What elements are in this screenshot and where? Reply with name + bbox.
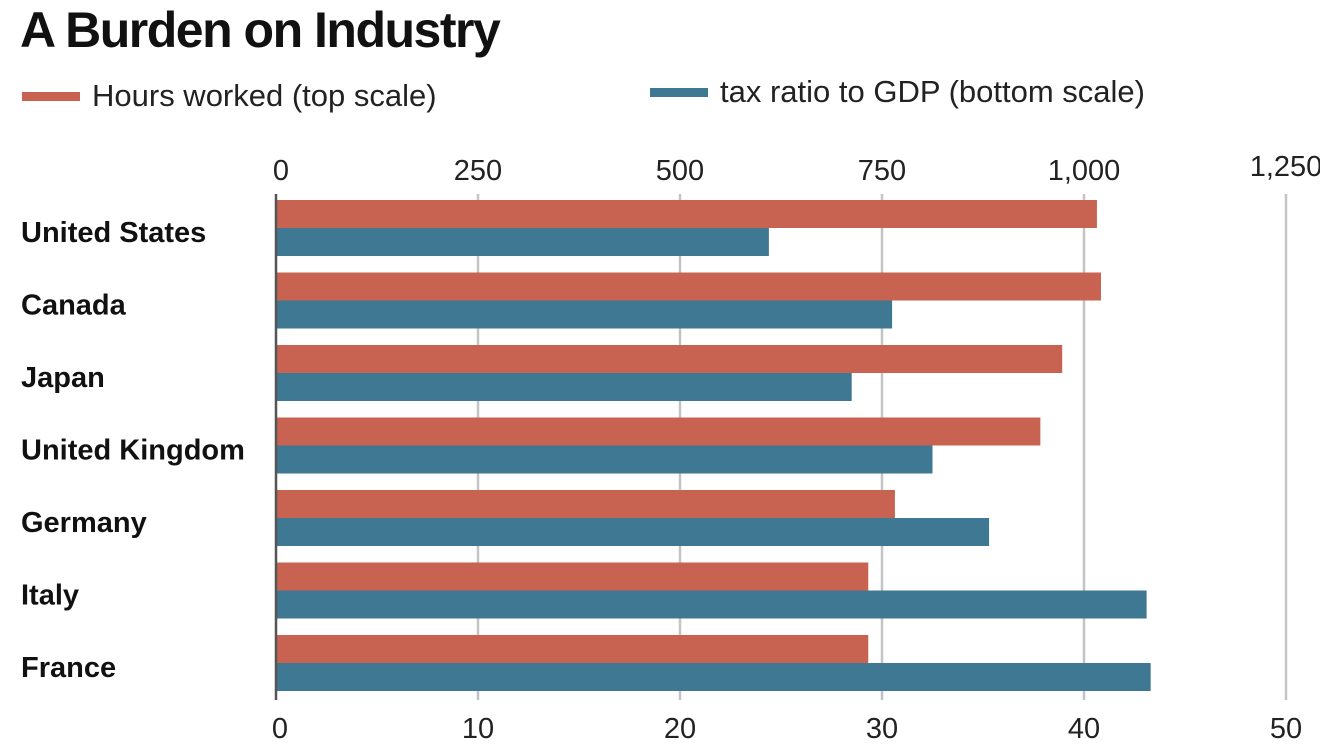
bottom-tick-label-1: 10 (462, 713, 494, 745)
bar-tax-japan (276, 373, 852, 401)
bar-tax-canada (276, 300, 893, 329)
category-label-germany: Germany (21, 507, 147, 539)
bar-hours-united-states (276, 200, 1097, 228)
category-label-canada: Canada (21, 290, 127, 322)
bar-tax-united-states (276, 228, 769, 256)
bar-tax-germany (276, 518, 990, 546)
bottom-tick-label-5: 50 (1270, 713, 1302, 745)
bottom-tick-label-2: 20 (664, 713, 696, 745)
bar-hours-united-kingdom (276, 417, 1041, 446)
top-tick-label-2: 500 (656, 155, 704, 187)
legend-label-tax: tax ratio to GDP (bottom scale) (720, 74, 1145, 109)
top-tick-label-4: 1,000 (1048, 155, 1121, 187)
legend-swatch-tax (650, 87, 708, 97)
legend-item-hours: Hours worked (top scale) (22, 76, 437, 116)
category-label-france: France (21, 652, 116, 684)
bar-hours-france (276, 635, 869, 663)
bar-tax-france (276, 663, 1151, 691)
top-tick-label-3: 750 (858, 155, 906, 187)
category-label-italy: Italy (21, 580, 79, 612)
top-tick-label-1: 250 (454, 155, 502, 187)
chart-title: A Burden on Industry (20, 2, 501, 58)
category-label-japan: Japan (21, 362, 105, 394)
bar-tax-italy (276, 590, 1147, 619)
bar-tax-united-kingdom (276, 445, 933, 474)
bar-hours-canada (276, 272, 1101, 301)
legend-label-hours: Hours worked (top scale) (92, 78, 437, 113)
category-label-united-states: United States (21, 217, 206, 249)
top-tick-label-0: 0 (273, 155, 289, 187)
category-label-united-kingdom: United Kingdom (21, 435, 245, 467)
bottom-tick-label-0: 0 (272, 713, 288, 745)
legend-item-tax: tax ratio to GDP (bottom scale) (650, 72, 1145, 112)
bar-hours-japan (276, 345, 1063, 373)
bottom-tick-label-4: 40 (1068, 713, 1100, 745)
bar-hours-germany (276, 490, 895, 518)
top-tick-label-5: 1,250 (1250, 151, 1320, 183)
legend-swatch-hours (22, 91, 80, 101)
bar-hours-italy (276, 562, 869, 591)
bottom-tick-label-3: 30 (866, 713, 898, 745)
